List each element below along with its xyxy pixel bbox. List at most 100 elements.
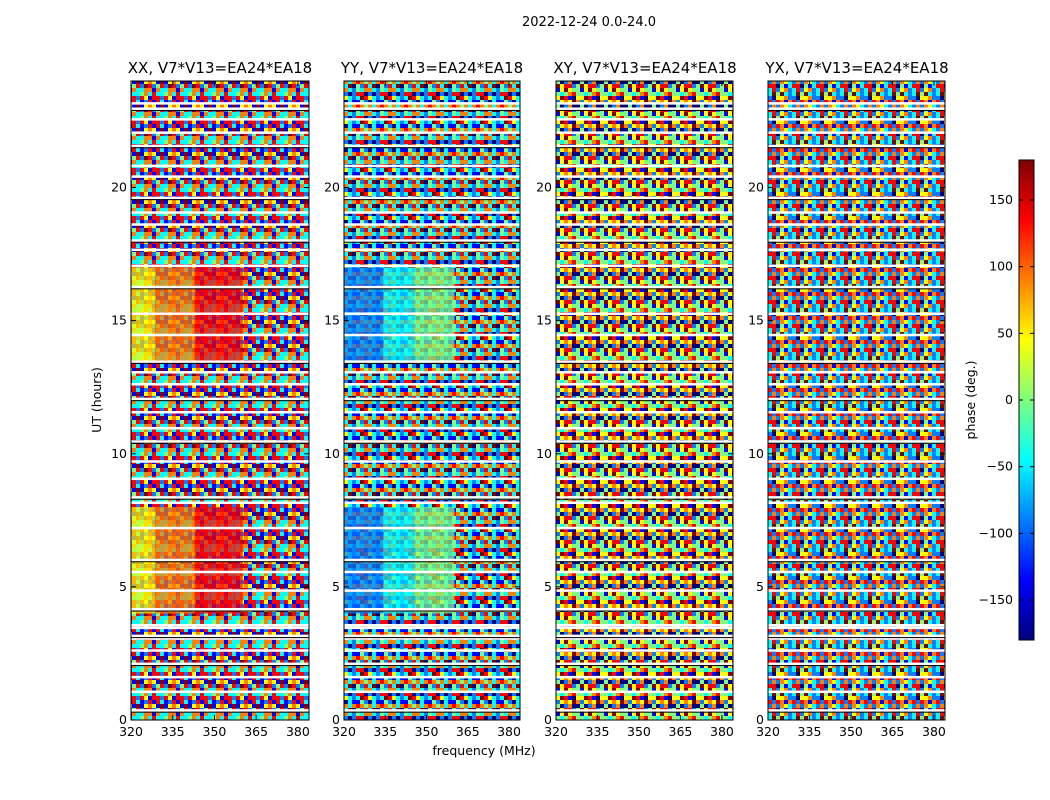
flagged-band xyxy=(131,662,309,666)
flagged-edge xyxy=(768,362,945,364)
flagged-band xyxy=(556,496,733,499)
flagged-band xyxy=(768,662,945,666)
flagged-band xyxy=(768,223,945,226)
panel-title: YY, V7*V13=EA24*EA18 xyxy=(340,59,523,77)
flagged-band xyxy=(344,496,520,499)
flagged-band xyxy=(131,144,309,148)
flagged-edge xyxy=(556,400,733,402)
flagged-edge xyxy=(131,498,309,500)
flagged-band xyxy=(344,333,520,337)
flagged-band xyxy=(131,223,309,226)
flagged-band xyxy=(768,312,945,315)
flagged-band xyxy=(768,371,945,374)
flagged-band xyxy=(768,440,945,443)
colorbar-tick-label: −100 xyxy=(979,525,1013,540)
flagged-band xyxy=(131,360,309,363)
flagged-edge xyxy=(344,288,520,290)
flagged-band xyxy=(556,371,733,374)
flagged-band xyxy=(344,285,520,289)
flagged-band xyxy=(131,196,309,200)
flagged-band xyxy=(344,426,520,430)
flagged-band xyxy=(344,501,520,505)
flagged-band xyxy=(344,102,520,105)
flagged-band xyxy=(556,623,733,627)
flagged-band xyxy=(344,196,520,200)
flagged-band xyxy=(131,634,309,638)
flagged-band xyxy=(768,709,945,712)
y-tick-label: 0 xyxy=(544,712,552,727)
flagged-band xyxy=(556,223,733,226)
flagged-band xyxy=(131,107,309,110)
flagged-edge xyxy=(131,362,309,364)
x-tick-label: 350 xyxy=(627,724,651,739)
y-tick-label: 0 xyxy=(756,712,764,727)
x-tick-label: 335 xyxy=(586,724,610,739)
panel-frame xyxy=(343,80,521,721)
flagged-band xyxy=(131,131,309,134)
flagged-edge xyxy=(768,561,945,563)
flagged-edge xyxy=(556,109,733,111)
flagged-edge xyxy=(344,442,520,444)
flagged-band xyxy=(131,426,309,430)
flagged-band xyxy=(131,371,309,374)
flagged-band xyxy=(131,102,309,105)
flagged-edge xyxy=(131,561,309,563)
flagged-edge xyxy=(768,711,945,713)
flagged-band xyxy=(768,410,945,414)
flagged-band xyxy=(344,570,520,574)
flagged-band xyxy=(556,107,733,110)
flagged-band xyxy=(344,440,520,443)
flagged-edge xyxy=(131,109,309,111)
flagged-band xyxy=(131,383,309,386)
flagged-band xyxy=(556,634,733,638)
x-tick-label: 320 xyxy=(544,724,568,739)
flagged-band xyxy=(768,264,945,268)
y-tick-label: 5 xyxy=(332,579,340,594)
colorbar-tick-label: 150 xyxy=(989,192,1013,207)
flagged-edge xyxy=(131,637,309,639)
flagged-band xyxy=(768,501,945,505)
flagged-band xyxy=(131,570,309,574)
flagged-band xyxy=(768,144,945,148)
panel-title: XX, V7*V13=EA24*EA18 xyxy=(128,59,312,77)
flagged-band xyxy=(344,623,520,627)
flagged-band xyxy=(131,637,309,640)
colorbar: −150 −100 −50 0 50 100 150 phase (deg.) xyxy=(963,159,1035,641)
flagged-edge xyxy=(768,400,945,402)
panel-yy: YY, V7*V13=EA24*EA18 320 335 350 365 380 0 5 10… xyxy=(324,59,523,739)
flagged-band xyxy=(768,175,945,178)
flagged-edge xyxy=(556,442,733,444)
flagged-edge xyxy=(344,561,520,563)
panel-title: XY, V7*V13=EA24*EA18 xyxy=(553,59,736,77)
flagged-edge xyxy=(556,199,733,201)
flagged-band xyxy=(344,690,520,694)
y-tick-label: 10 xyxy=(748,446,764,461)
y-tick-label: 5 xyxy=(756,579,764,594)
flagged-band xyxy=(556,360,733,363)
flagged-edge xyxy=(768,147,945,149)
flagged-band xyxy=(344,371,520,374)
flagged-edge xyxy=(131,610,309,612)
flagged-band xyxy=(768,623,945,627)
x-tick-label: 365 xyxy=(456,724,480,739)
ticks-yx: 320 335 350 365 380 0 5 10 15 20 xyxy=(748,81,946,739)
flagged-band xyxy=(131,239,309,242)
flagged-band xyxy=(556,102,733,105)
flagged-band xyxy=(768,608,945,611)
colorbar-tick-label: 0 xyxy=(1005,392,1013,407)
flagged-band xyxy=(131,264,309,268)
x-tick-label: 380 xyxy=(922,724,946,739)
flagged-band xyxy=(768,634,945,638)
flagged-band xyxy=(768,383,945,386)
flagged-band xyxy=(768,477,945,481)
flagged-edge xyxy=(131,288,309,290)
y-tick-label: 20 xyxy=(111,180,127,195)
flagged-band xyxy=(131,333,309,337)
flagged-edge xyxy=(768,288,945,290)
colorbar-tick-label: −50 xyxy=(987,459,1013,474)
colorbar-tick-label: 50 xyxy=(997,325,1013,340)
y-tick-label: 5 xyxy=(544,579,552,594)
flagged-band xyxy=(768,626,945,630)
flagged-band xyxy=(344,460,520,463)
flagged-band xyxy=(768,211,945,214)
